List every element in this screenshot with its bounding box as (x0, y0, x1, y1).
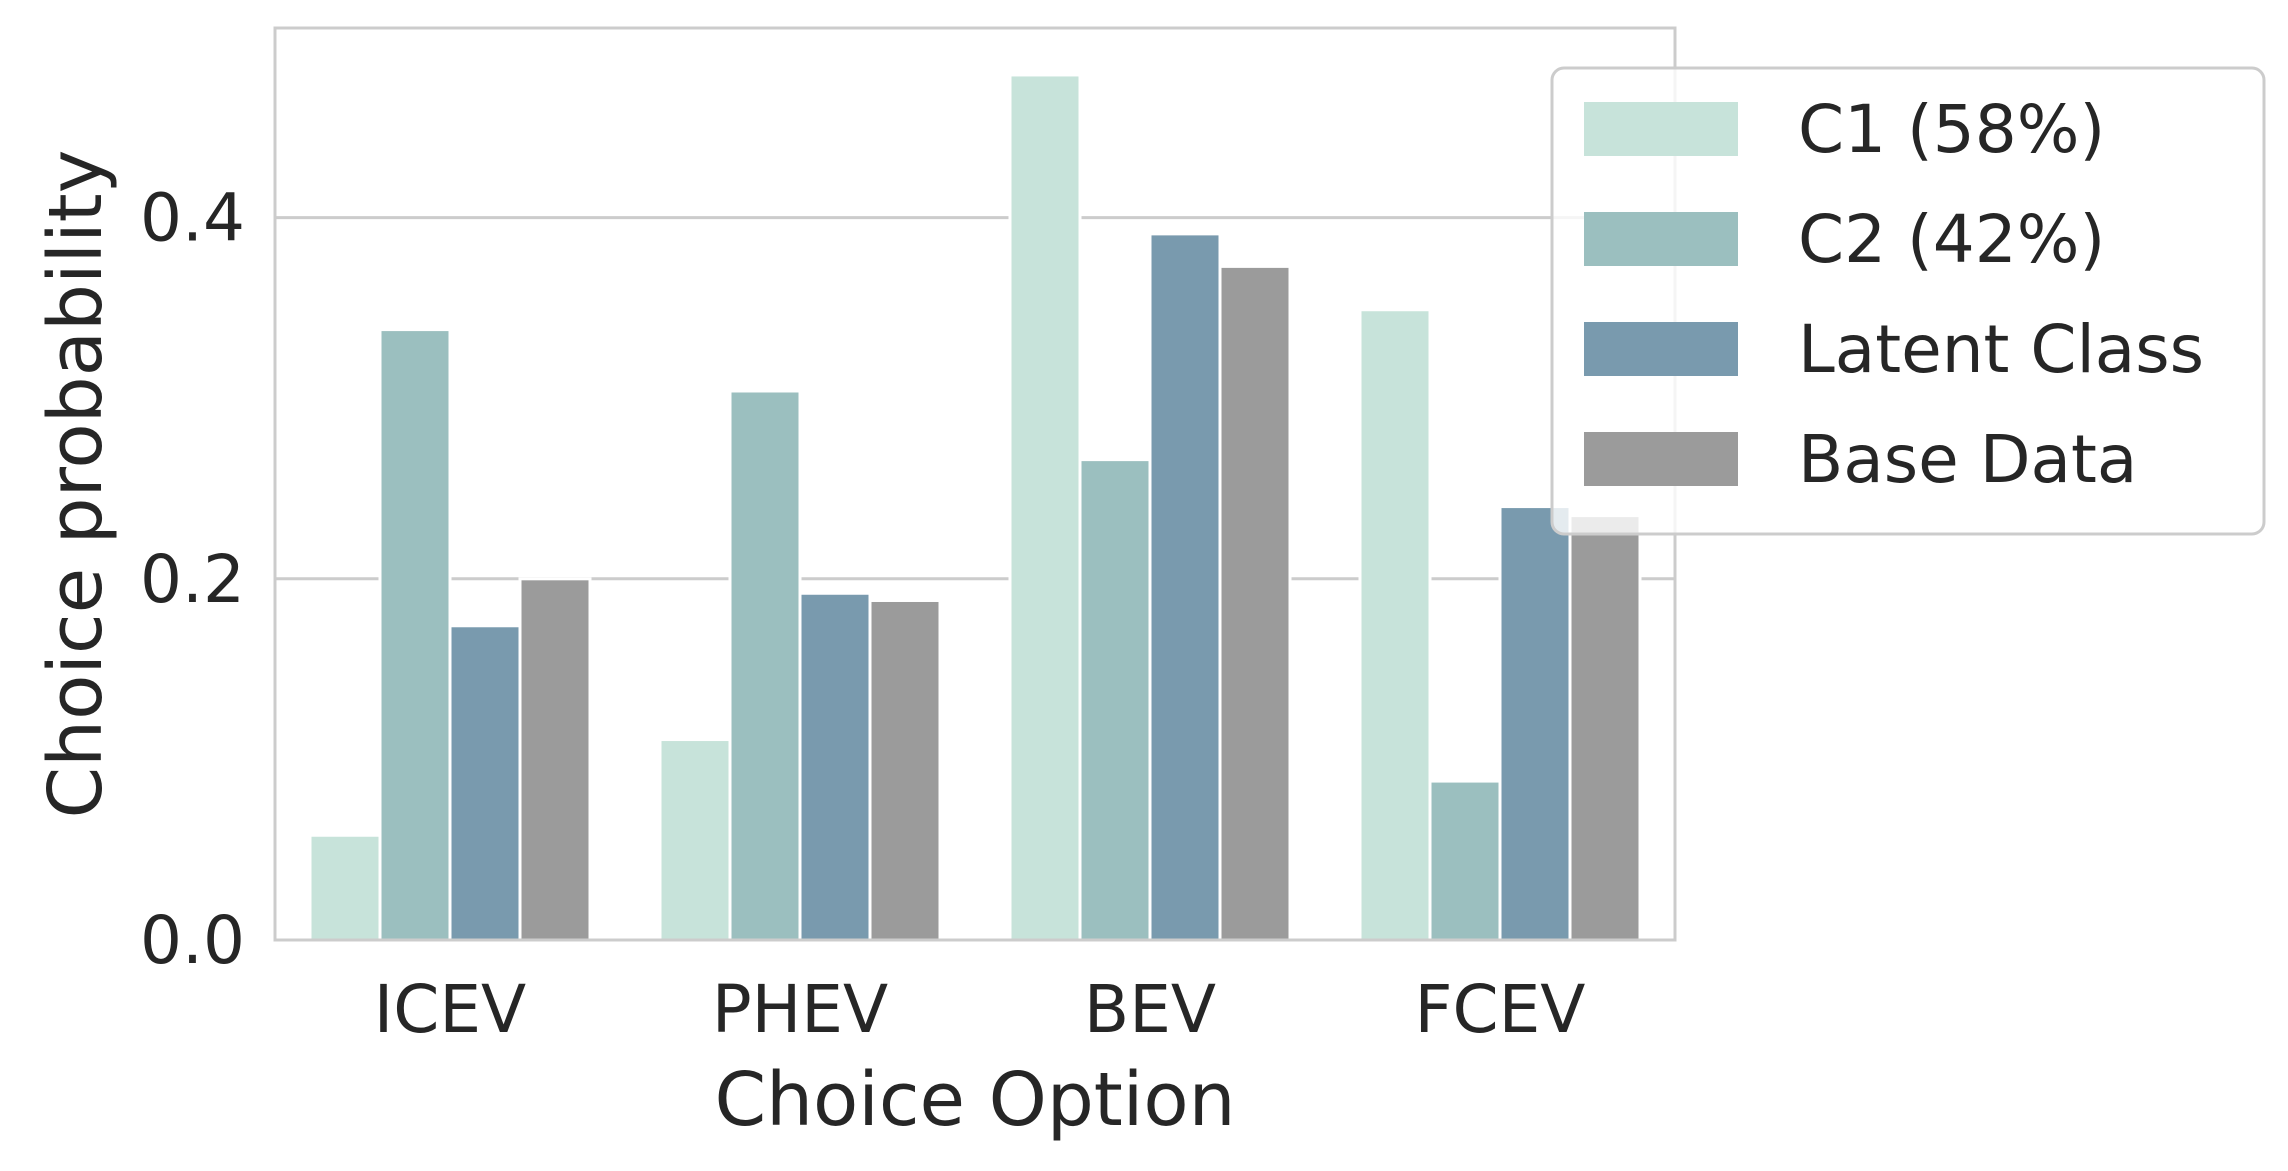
bar-fcev-series-4 (1568, 514, 1642, 942)
y-tick-label: 0.0 (140, 902, 245, 979)
bar-bev-series-4 (1218, 264, 1292, 942)
legend-swatch (1584, 212, 1738, 266)
legend-box (1550, 66, 2266, 536)
bar-fcev-series-1 (1358, 308, 1432, 942)
y-tick-label: 0.4 (140, 180, 245, 257)
bar-bev-series-3 (1148, 232, 1222, 942)
bar-phev-series-4 (868, 598, 942, 942)
bar-icev-series-2 (378, 328, 452, 942)
bar-phev-series-2 (728, 389, 802, 942)
bar-phev-series-3 (798, 591, 872, 942)
legend-label: Latent Class (1798, 311, 2204, 388)
legend-swatch (1584, 432, 1738, 486)
bar-icev-series-3 (448, 624, 522, 942)
x-tick-label: BEV (1084, 971, 1216, 1048)
y-axis-ticks: 0.0 0.2 0.4 (140, 180, 245, 979)
x-tick-label: PHEV (712, 971, 888, 1048)
legend-swatch (1584, 102, 1738, 156)
y-axis-label: Choice probability (33, 150, 119, 819)
legend-label: Base Data (1798, 421, 2137, 498)
y-tick-label: 0.2 (140, 541, 245, 618)
bar-fcev-series-2 (1428, 779, 1502, 942)
legend: C1 (58%) C2 (42%) Latent Class Base Data (1550, 66, 2266, 536)
bar-icev-series-1 (308, 833, 382, 942)
legend-label: C1 (58%) (1798, 91, 2105, 168)
bar-icev-series-4 (518, 577, 592, 942)
x-tick-label: FCEV (1415, 971, 1586, 1048)
legend-label: C2 (42%) (1798, 201, 2105, 278)
legend-swatch (1584, 322, 1738, 376)
bar-bev-series-2 (1078, 458, 1152, 942)
x-axis-label: Choice Option (714, 1057, 1235, 1143)
bar-fcev-series-3 (1498, 505, 1572, 942)
bar-phev-series-1 (658, 738, 732, 942)
x-axis-ticks: ICEV PHEV BEV FCEV (374, 971, 1586, 1048)
x-tick-label: ICEV (374, 971, 526, 1048)
bar-bev-series-1 (1008, 73, 1082, 942)
bars (308, 73, 1642, 942)
